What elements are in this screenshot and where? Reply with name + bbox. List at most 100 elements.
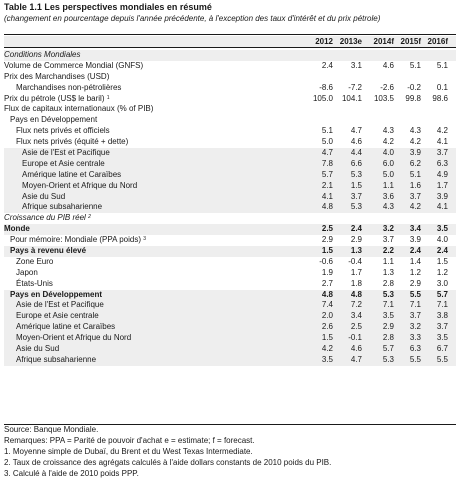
cell-2015f: 2.4 bbox=[409, 246, 421, 256]
row-label: Pays à revenu élevé bbox=[10, 246, 86, 257]
row-label-text: Flux nets privés (équité + dette) bbox=[16, 137, 129, 147]
table-row: Conditions Mondiales bbox=[4, 50, 456, 61]
row-label: Prix du pétrole (US$ le baril) 1 bbox=[4, 94, 110, 105]
row-label-text: Flux nets privés et officiels bbox=[16, 126, 110, 136]
row-label-text: Asie du Sud bbox=[16, 344, 60, 354]
row-label: Monde bbox=[4, 224, 30, 235]
cell-2012: 2.7 bbox=[321, 278, 333, 288]
cell-2014f: 5.3 bbox=[382, 289, 394, 299]
table-row: Asie de l'Est et Pacifique 7.4 7.2 7.1 7.1 7.… bbox=[4, 300, 456, 312]
cell-2016f: 5.7 bbox=[436, 289, 448, 299]
table-row: Croissance du PIB réel 2 bbox=[4, 213, 456, 224]
row-label-text: Conditions Mondiales bbox=[4, 50, 81, 59]
cell-2014f: 4.2 bbox=[382, 137, 394, 147]
row-label-text: Europe et Asie centrale bbox=[22, 158, 105, 168]
row-label-text: Zone Euro bbox=[16, 256, 54, 266]
cell-2015f: 4.3 bbox=[409, 126, 421, 136]
cell-2013e: -0.4 bbox=[348, 256, 362, 266]
row-label: Asie du Sud bbox=[22, 192, 65, 203]
cell-2015f: 99.8 bbox=[405, 93, 421, 103]
row-label-text: Japon bbox=[16, 267, 38, 277]
cell-2016f: 4.1 bbox=[436, 137, 448, 147]
row-label: Moyen-Orient et Afrique du Nord bbox=[16, 333, 131, 344]
row-label: Flux de capitaux internationaux (% of PI… bbox=[4, 104, 153, 115]
table-row: Volume de Commerce Mondial (GNFS) 2.4 3.1 4… bbox=[4, 61, 456, 72]
cell-2012: 2.5 bbox=[321, 224, 333, 234]
cell-2015f: 6.2 bbox=[409, 158, 421, 168]
cell-2016f: 3.5 bbox=[436, 333, 448, 343]
cell-2013e: 1.5 bbox=[350, 180, 362, 190]
cell-2015f: 3.9 bbox=[409, 148, 421, 158]
row-label: Japon bbox=[16, 268, 38, 279]
cell-2013e: 5.3 bbox=[350, 169, 362, 179]
cell-2014f: 4.6 bbox=[382, 60, 394, 70]
row-label: Marchandises non-pétrolières bbox=[16, 83, 121, 94]
table-row: Europe et Asie centrale 7.8 6.6 6.0 6.2 6.3 bbox=[4, 158, 456, 170]
column-header-2012: 2012 bbox=[315, 37, 333, 46]
source-note: Source: Banque Mondiale. bbox=[4, 425, 99, 434]
row-label-text: Flux de capitaux internationaux (% of PI… bbox=[4, 104, 154, 114]
cell-2012: 2.9 bbox=[321, 235, 333, 245]
table-row: Afrique subsaharienne 4.8 5.3 4.3 4.2 4.1 bbox=[4, 202, 456, 214]
table-row: Europe et Asie centrale 2.0 3.4 3.5 3.7 3.8 bbox=[4, 311, 456, 323]
column-header-2014f: 2014f bbox=[373, 37, 394, 46]
cell-2012: -0.6 bbox=[319, 256, 333, 266]
cell-2014f: -2.6 bbox=[380, 82, 394, 92]
cell-2012: 105.0 bbox=[312, 93, 333, 103]
cell-2013e: 1.8 bbox=[350, 278, 362, 288]
cell-2013e: 2.4 bbox=[350, 224, 362, 234]
cell-2013e: -7.2 bbox=[348, 82, 362, 92]
row-label: Moyen-Orient et Afrique du Nord bbox=[22, 181, 137, 192]
cell-2016f: 3.8 bbox=[436, 311, 448, 321]
row-label-text: Prix du pétrole (US$ le baril) bbox=[4, 93, 105, 103]
table-row: Moyen-Orient et Afrique du Nord 1.5 -0.1 2.… bbox=[4, 333, 456, 345]
row-label: Pour mémoire: Mondiale (PPA poids) 3 bbox=[10, 235, 146, 246]
cell-2015f: 7.1 bbox=[409, 300, 421, 310]
cell-2016f: 3.7 bbox=[436, 322, 448, 332]
cell-2016f: 1.5 bbox=[436, 256, 448, 266]
cell-2014f: 1.1 bbox=[382, 180, 394, 190]
cell-2014f: 1.1 bbox=[382, 256, 394, 266]
cell-2016f: 0.1 bbox=[436, 82, 448, 92]
row-label-text: Pays en Développement bbox=[10, 115, 98, 125]
table-subtitle: (changement en pourcentage depuis l'anné… bbox=[4, 14, 381, 23]
footnote-3: 3. Calculé à l'aide de 2010 poids PPP. bbox=[4, 468, 139, 478]
cell-2013e: 2.9 bbox=[350, 235, 362, 245]
row-label: Europe et Asie centrale bbox=[22, 159, 105, 170]
cell-2016f: 3.9 bbox=[436, 191, 448, 201]
row-label: Prix des Marchandises (USD) bbox=[4, 72, 109, 83]
cell-2013e: 1.3 bbox=[350, 246, 362, 256]
row-label-text: Pour mémoire: Mondiale (PPA poids) bbox=[10, 235, 142, 245]
table-row: Asie du Sud 4.1 3.7 3.6 3.7 3.9 bbox=[4, 191, 456, 203]
cell-2016f: 5.1 bbox=[436, 60, 448, 70]
row-label-text: Asie du Sud bbox=[22, 191, 66, 201]
row-label-text: Pays en Développement bbox=[10, 289, 103, 299]
table-row: Pays à revenu élevé 1.5 1.3 2.2 2.4 2.4 bbox=[4, 246, 456, 257]
cell-2014f: 3.7 bbox=[382, 235, 394, 245]
row-label-text: Moyen-Orient et Afrique du Nord bbox=[22, 180, 138, 190]
top-rule bbox=[4, 34, 456, 35]
cell-2012: 2.0 bbox=[321, 311, 333, 321]
row-label: Afrique subsaharienne bbox=[16, 355, 96, 366]
cell-2015f: 3.7 bbox=[409, 311, 421, 321]
column-header-2015f: 2015f bbox=[400, 37, 421, 46]
table-body: Conditions Mondiales Volume de Commerce M… bbox=[4, 50, 456, 366]
table-row: Prix des Marchandises (USD) bbox=[4, 72, 456, 83]
footnote-2: 2. Taux de croissance des agrégats calcu… bbox=[4, 457, 332, 467]
cell-2015f: 1.2 bbox=[409, 267, 421, 277]
cell-2014f: 2.2 bbox=[382, 246, 394, 256]
cell-2014f: 5.0 bbox=[382, 169, 394, 179]
cell-2012: 1.9 bbox=[321, 267, 333, 277]
row-label: Afrique subsaharienne bbox=[22, 202, 102, 213]
table-row: Asie du Sud 4.2 4.6 5.7 6.3 6.7 bbox=[4, 344, 456, 355]
cell-2015f: 4.2 bbox=[409, 137, 421, 147]
cell-2015f: 3.2 bbox=[409, 322, 421, 332]
column-header-row: 2012 2013e 2014f 2015f 2016f bbox=[4, 36, 456, 47]
cell-2013e: -0.1 bbox=[348, 333, 362, 343]
cell-2016f: 4.1 bbox=[436, 202, 448, 212]
table-row: Monde 2.5 2.4 3.2 3.4 3.5 bbox=[4, 224, 456, 236]
row-label-text: Asie de l'Est et Pacifique bbox=[22, 148, 110, 158]
table-row: Prix du pétrole (US$ le baril) 1 105.0 104… bbox=[4, 94, 456, 105]
cell-2013e: 4.7 bbox=[350, 354, 362, 364]
